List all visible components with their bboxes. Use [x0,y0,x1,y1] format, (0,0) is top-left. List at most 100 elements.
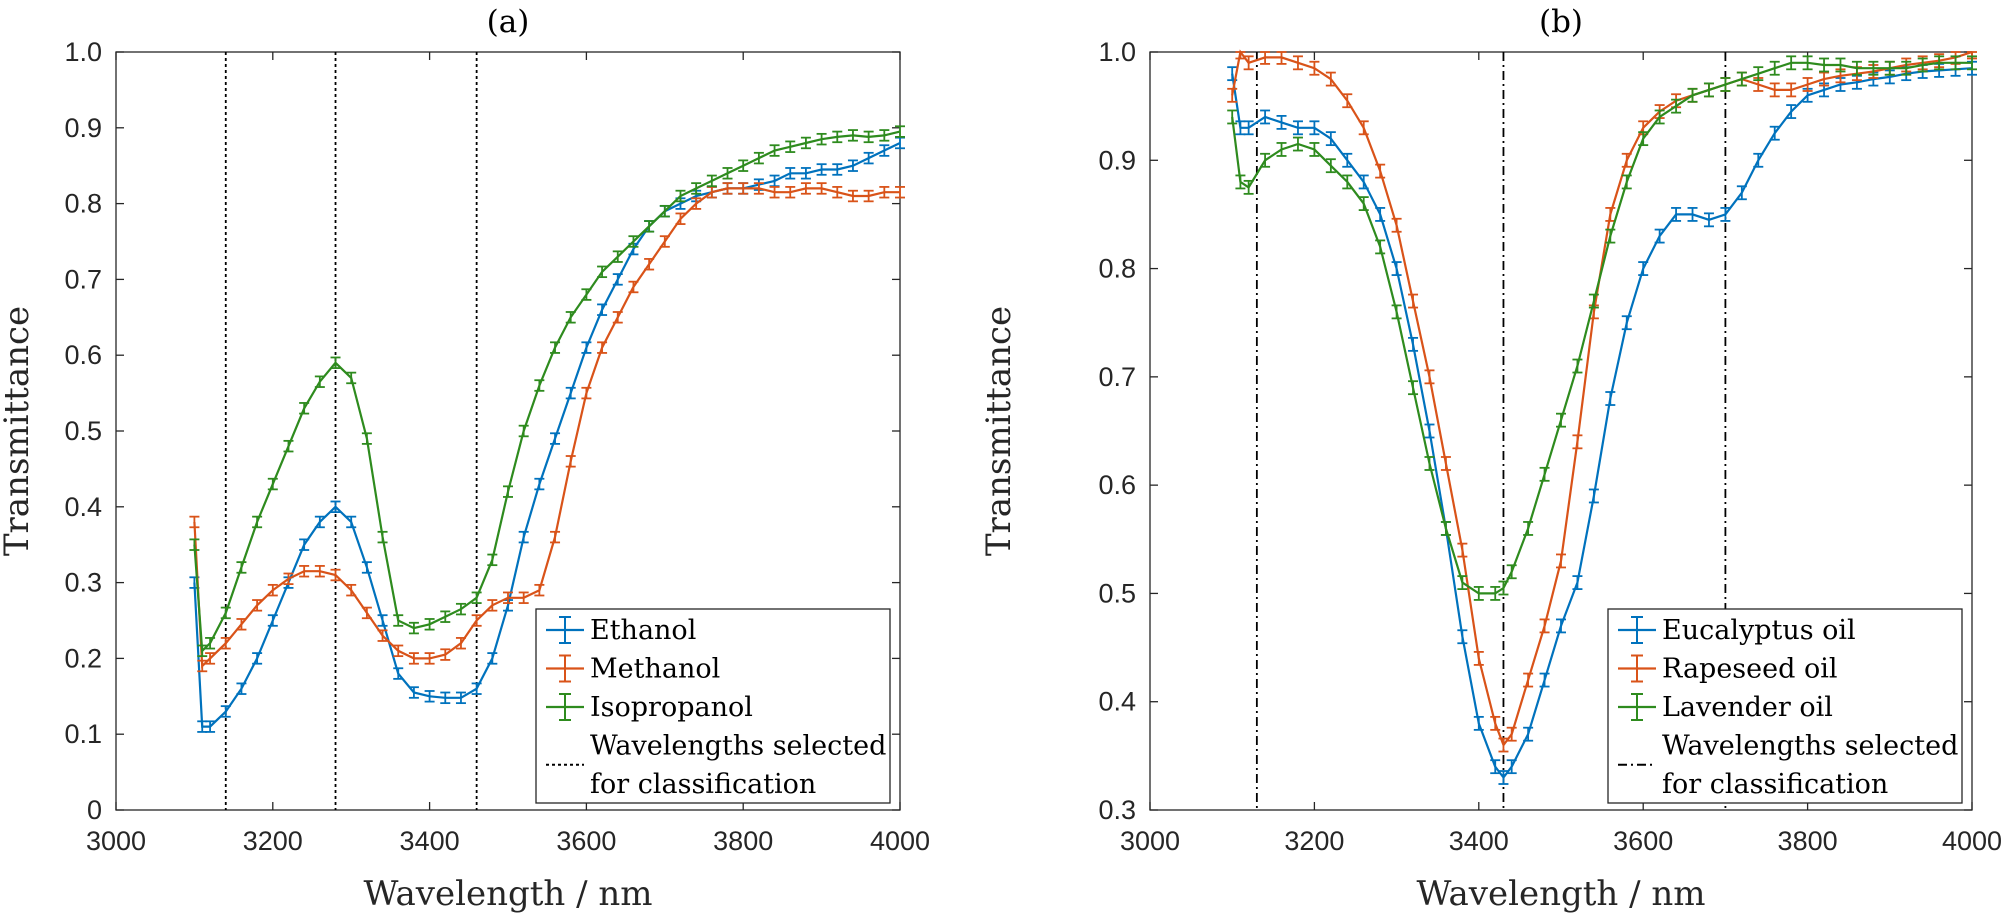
error-bar [628,280,639,294]
error-bar [722,167,733,180]
error-bar [644,220,655,233]
error-bar [1539,466,1550,482]
error-bar [1572,358,1583,374]
error-bar [753,182,764,195]
error-bar [330,568,341,582]
x-tick-label: 3000 [86,826,146,856]
x-tick-label: 4000 [870,826,930,856]
error-bar [895,136,905,150]
error-bar [847,129,858,142]
error-bar [597,341,608,354]
error-bar [314,515,325,529]
error-bar [1621,174,1632,190]
error-bar [1868,60,1879,76]
chart-title: (b) [1539,4,1583,40]
error-bar [1309,60,1320,76]
x-tick-label: 3400 [1449,826,1509,856]
y-tick-label: 0.8 [1098,254,1136,284]
error-bar [1819,71,1830,87]
error-bar [1588,293,1599,309]
panel-b: (b) 3000 3200 3400 3600 3800 4000 0.3 0.4 0.5 0.6 0… [979,4,2002,914]
error-bar [1934,55,1945,71]
error-bar [197,659,208,673]
error-bar [550,341,561,354]
x-tick-label: 3400 [400,826,460,856]
error-bar [330,356,341,369]
error-bar [1506,726,1517,742]
error-bar [863,151,874,165]
error-bar [197,644,208,658]
legend-box [1607,608,1963,804]
error-bar [408,621,419,635]
error-bar [487,652,498,665]
error-bar [220,705,231,718]
error-bar [1736,71,1747,87]
error-bar [1243,55,1254,71]
error-bar [1457,575,1468,590]
error-bar [753,151,764,165]
error-bar [424,690,435,703]
error-bar [1950,55,1961,71]
legend-label: Methanol [590,654,720,685]
x-tick-label: 3200 [243,826,303,856]
error-bar [1884,60,1895,76]
error-bar [1391,261,1402,276]
error-bar [832,130,843,144]
error-bar [1276,51,1287,65]
legend-entry: Ethanol [546,615,696,646]
error-bar [455,637,466,650]
error-bar [1424,369,1435,385]
error-bar [1786,82,1797,98]
error-bar [1227,109,1238,125]
error-bar [1556,618,1566,634]
error-bar [346,515,357,529]
y-tick-label: 0.5 [64,416,102,446]
chart-title: (a) [487,4,530,40]
error-bar [785,167,796,180]
error-bar [1375,163,1386,179]
error-bar [534,379,545,392]
error-bar [1342,174,1353,190]
error-bar [785,140,796,153]
error-bar [659,204,670,218]
error-bar [1736,185,1747,201]
error-bar [1654,228,1665,244]
error-bar [346,583,357,597]
error-bar [785,186,796,199]
y-tick-label: 0.4 [1098,687,1136,717]
error-bar [1276,114,1287,130]
error-bar [1539,672,1550,688]
legend-entry-selected-wavelengths: Wavelengths selected for classification [546,731,886,800]
error-bar [252,652,263,665]
error-bar [440,648,451,661]
error-bar [1498,737,1509,753]
error-bar [1292,55,1303,71]
error-bar [205,720,216,733]
error-bar [283,439,294,453]
y-tick-label: 0.3 [64,568,102,598]
error-bar [1342,152,1353,168]
error-bar [205,637,216,650]
error-bar [299,402,310,415]
error-bar [706,174,717,188]
error-bar [1243,179,1254,195]
error-bar [1556,553,1566,569]
error-bar [847,159,858,172]
x-tick-label: 3000 [1120,826,1180,856]
y-tick-label: 0 [87,795,102,825]
error-bar [1901,60,1912,76]
error-bar [487,599,498,612]
error-bar [1408,336,1419,352]
error-bar [377,530,388,544]
legend-label-line2: for classification [1662,769,1888,800]
error-bar [550,530,561,544]
error-bar [236,682,247,695]
error-bar [1605,391,1616,406]
error-bar [1671,207,1682,222]
error-bar [1473,651,1484,666]
error-bar [1802,77,1813,92]
panel-a: (a) 3000 3200 3400 3600 3800 4000 0 0.1 0.2 0.3 0.4… [0,4,930,914]
legend-label-line2: for classification [590,769,816,800]
error-bar [675,189,686,203]
